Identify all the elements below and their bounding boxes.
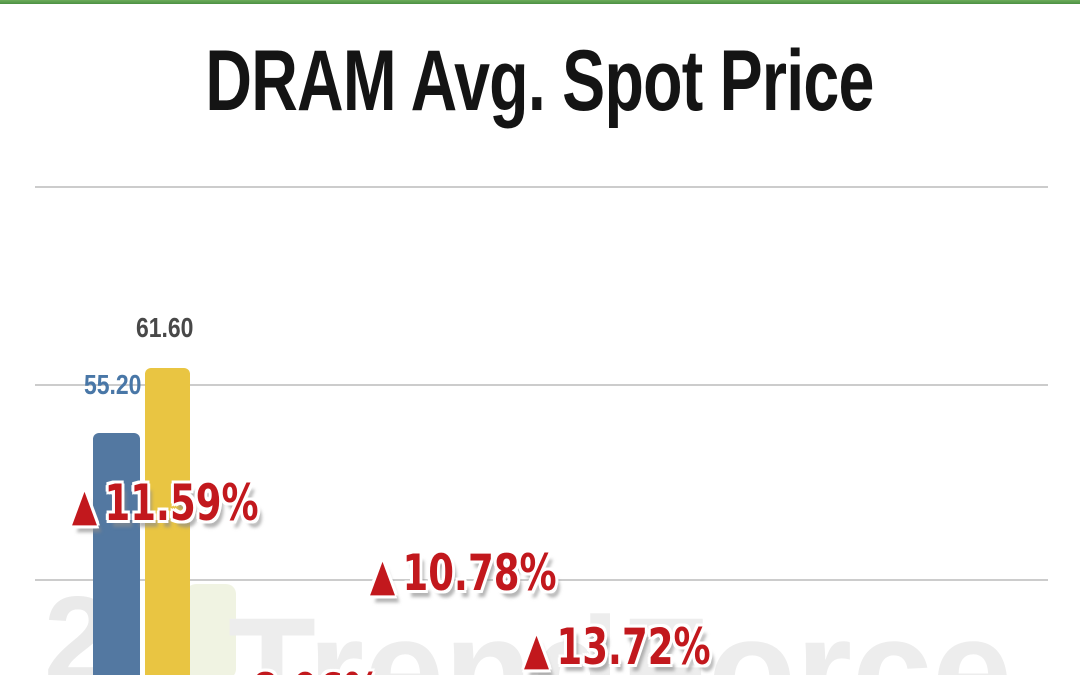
up-triangle-icon: ▲ xyxy=(524,624,550,675)
change-label-1: ▲ 11.59% xyxy=(72,477,259,530)
change-label-2: ▲ 10.78% xyxy=(370,547,557,600)
bar-previous-price xyxy=(93,433,140,675)
trendforce-watermark-text: TrendForce xyxy=(228,586,1013,675)
bar-current-price xyxy=(145,368,190,675)
change-value-4: 8.06% xyxy=(252,663,380,675)
change-label-partial: ▲ 8.06% xyxy=(220,666,381,675)
up-triangle-icon: ▲ xyxy=(220,669,245,675)
gridline xyxy=(35,579,1048,581)
gridline xyxy=(35,384,1048,386)
current-price-label: 61.60 xyxy=(136,312,194,343)
change-label-3: ▲ 13.72% xyxy=(524,621,711,674)
change-value-1: 11.59% xyxy=(104,474,259,532)
up-triangle-icon: ▲ xyxy=(72,480,98,531)
trendforce-logo-square-watermark xyxy=(186,584,236,675)
up-triangle-icon: ▲ xyxy=(370,550,396,601)
change-value-2: 10.78% xyxy=(402,544,557,602)
top-accent-bar xyxy=(0,0,1080,4)
gridline xyxy=(35,186,1048,188)
previous-price-label: 55.20 xyxy=(84,369,142,400)
chart-title-text: DRAM Avg. Spot Price xyxy=(205,33,875,129)
change-value-3: 13.72% xyxy=(556,618,711,675)
chart-title: DRAM Avg. Spot Price xyxy=(0,38,1080,124)
